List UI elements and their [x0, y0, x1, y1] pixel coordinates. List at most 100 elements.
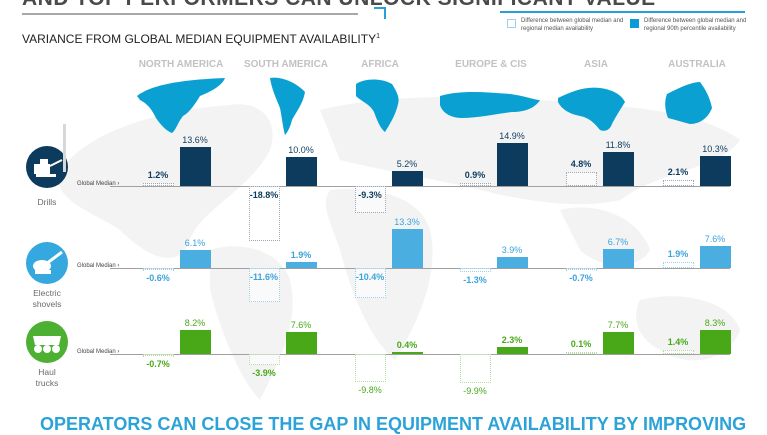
data-label-90th-percentile: 1.9% [290, 250, 312, 261]
data-label-90th-percentile: 10.0% [288, 145, 314, 155]
bar-regional-90th-percentile [392, 352, 423, 354]
bar-regional-median [663, 349, 694, 354]
data-label-90th-percentile: 11.8% [605, 139, 631, 150]
south-america-map [270, 77, 305, 135]
bar-regional-90th-percentile [603, 331, 634, 354]
bar-regional-90th-percentile [700, 329, 731, 354]
bar-regional-90th-percentile [700, 245, 731, 268]
bar-regional-90th-percentile [603, 248, 634, 268]
global-median-baseline [110, 186, 730, 187]
bar-regional-90th-percentile [603, 151, 634, 186]
bar-regional-median [566, 172, 597, 186]
australia-map [665, 82, 712, 124]
bar-regional-90th-percentile [497, 347, 528, 354]
bar-regional-90th-percentile [392, 170, 423, 186]
data-label-90th-percentile: 6.7% [607, 236, 629, 247]
headline-divider [22, 13, 358, 15]
global-median-baseline [110, 268, 730, 269]
headline: AND TOP PERFORMERS CAN UNLOCK SIGNIFICAN… [22, 0, 656, 11]
equipment-label-haul-trucks: Haul trucks [17, 367, 77, 389]
bar-regional-median [663, 262, 694, 268]
bar-regional-median [566, 352, 597, 354]
region-header-asia: ASIA [584, 59, 608, 70]
bar-regional-90th-percentile [180, 250, 211, 268]
bar-regional-90th-percentile [497, 256, 528, 268]
legend-label-median: Difference between global median and reg… [521, 18, 624, 32]
region-header-south-america: SOUTH AMERICA [243, 59, 329, 70]
africa-map [356, 79, 399, 132]
global-median-label-drills: Global Median › [77, 181, 120, 187]
data-label-median: 1.9% [667, 249, 689, 260]
data-label-90th-percentile: 7.7% [607, 319, 629, 330]
bar-regional-median [355, 186, 386, 213]
data-label-median: -0.6% [146, 273, 170, 283]
bar-regional-median [663, 179, 694, 186]
footer-headline: OPERATORS CAN CLOSE THE GAP IN EQUIPMENT… [40, 414, 747, 434]
data-label-median: -9.9% [463, 385, 487, 396]
region-header-north-america: NORTH AMERICA [138, 59, 224, 70]
data-label-90th-percentile: 8.2% [184, 318, 206, 329]
equipment-label-line: trucks [35, 378, 59, 388]
data-label-90th-percentile: 13.3% [394, 217, 420, 228]
equipment-label-drills: Drills [37, 197, 57, 207]
legend-item-p90: Difference between global median and reg… [630, 18, 760, 34]
north-america-map [137, 78, 225, 133]
global-median-text: Global Median [77, 349, 116, 355]
global-median-text: Global Median [77, 181, 116, 187]
bar-regional-90th-percentile [286, 331, 317, 354]
data-label-median: -0.7% [146, 359, 170, 370]
legend-divider [500, 11, 745, 13]
data-label-90th-percentile: 7.6% [704, 233, 726, 244]
asia-map [558, 87, 625, 131]
data-label-median: 0.1% [570, 339, 592, 349]
bar-regional-90th-percentile [180, 146, 211, 186]
region-header-africa: AFRICA [361, 59, 399, 70]
bar-regional-90th-percentile [180, 330, 211, 354]
data-label-median: -11.6% [249, 272, 279, 282]
data-label-90th-percentile: 8.3% [704, 317, 726, 328]
region-header-australia: AUSTRALIA [668, 59, 726, 70]
data-label-median: 2.1% [667, 166, 689, 177]
bar-regional-median [143, 268, 174, 270]
legend-swatch-filled [630, 19, 639, 28]
data-label-median: 0.9% [464, 170, 486, 181]
equipment-label-electric-shovels: Electric shovels [17, 288, 77, 310]
global-median-label-shovels: Global Median › [77, 263, 120, 269]
equipment-label-line: shovels [32, 299, 62, 309]
legend-item-median: Difference between global median and reg… [507, 18, 635, 34]
data-label-median: -18.8% [249, 190, 279, 200]
bar-regional-median [355, 268, 386, 299]
bar-regional-median [143, 354, 174, 357]
electric-shovel-icon [26, 242, 68, 284]
bar-regional-median [143, 182, 174, 186]
data-label-90th-percentile: 5.2% [396, 158, 418, 169]
bar-regional-90th-percentile [286, 157, 317, 186]
data-label-90th-percentile: 13.6% [182, 134, 208, 145]
bar-regional-median [249, 186, 280, 241]
bar-regional-90th-percentile [392, 229, 423, 268]
bar-regional-90th-percentile [286, 262, 317, 268]
data-label-90th-percentile: 6.1% [184, 238, 206, 249]
bar-regional-90th-percentile [700, 156, 731, 186]
bar-regional-median [249, 268, 280, 302]
bar-regional-90th-percentile [497, 142, 528, 186]
data-label-median: -3.9% [252, 368, 276, 379]
chart-title-text: VARIANCE FROM GLOBAL MEDIAN EQUIPMENT AV… [22, 32, 377, 46]
global-median-text: Global Median [77, 263, 116, 269]
drill-mast-graphic [63, 124, 66, 172]
data-label-median: -9.8% [358, 385, 382, 396]
data-label-median: -9.3% [358, 190, 382, 200]
bar-regional-median [355, 354, 386, 383]
equipment-label-line: Haul [38, 367, 56, 377]
footnote-marker: 1 [376, 33, 380, 40]
europe-cis-map [440, 92, 540, 118]
legend-label-p90: Difference between global median and reg… [644, 18, 747, 32]
bar-regional-median [566, 268, 597, 271]
data-label-90th-percentile: 10.3% [702, 144, 728, 155]
haul-truck-icon [26, 321, 68, 363]
global-median-label-trucks: Global Median › [77, 349, 120, 355]
corner-bracket-icon [374, 7, 386, 19]
legend-swatch-outline [507, 19, 516, 28]
